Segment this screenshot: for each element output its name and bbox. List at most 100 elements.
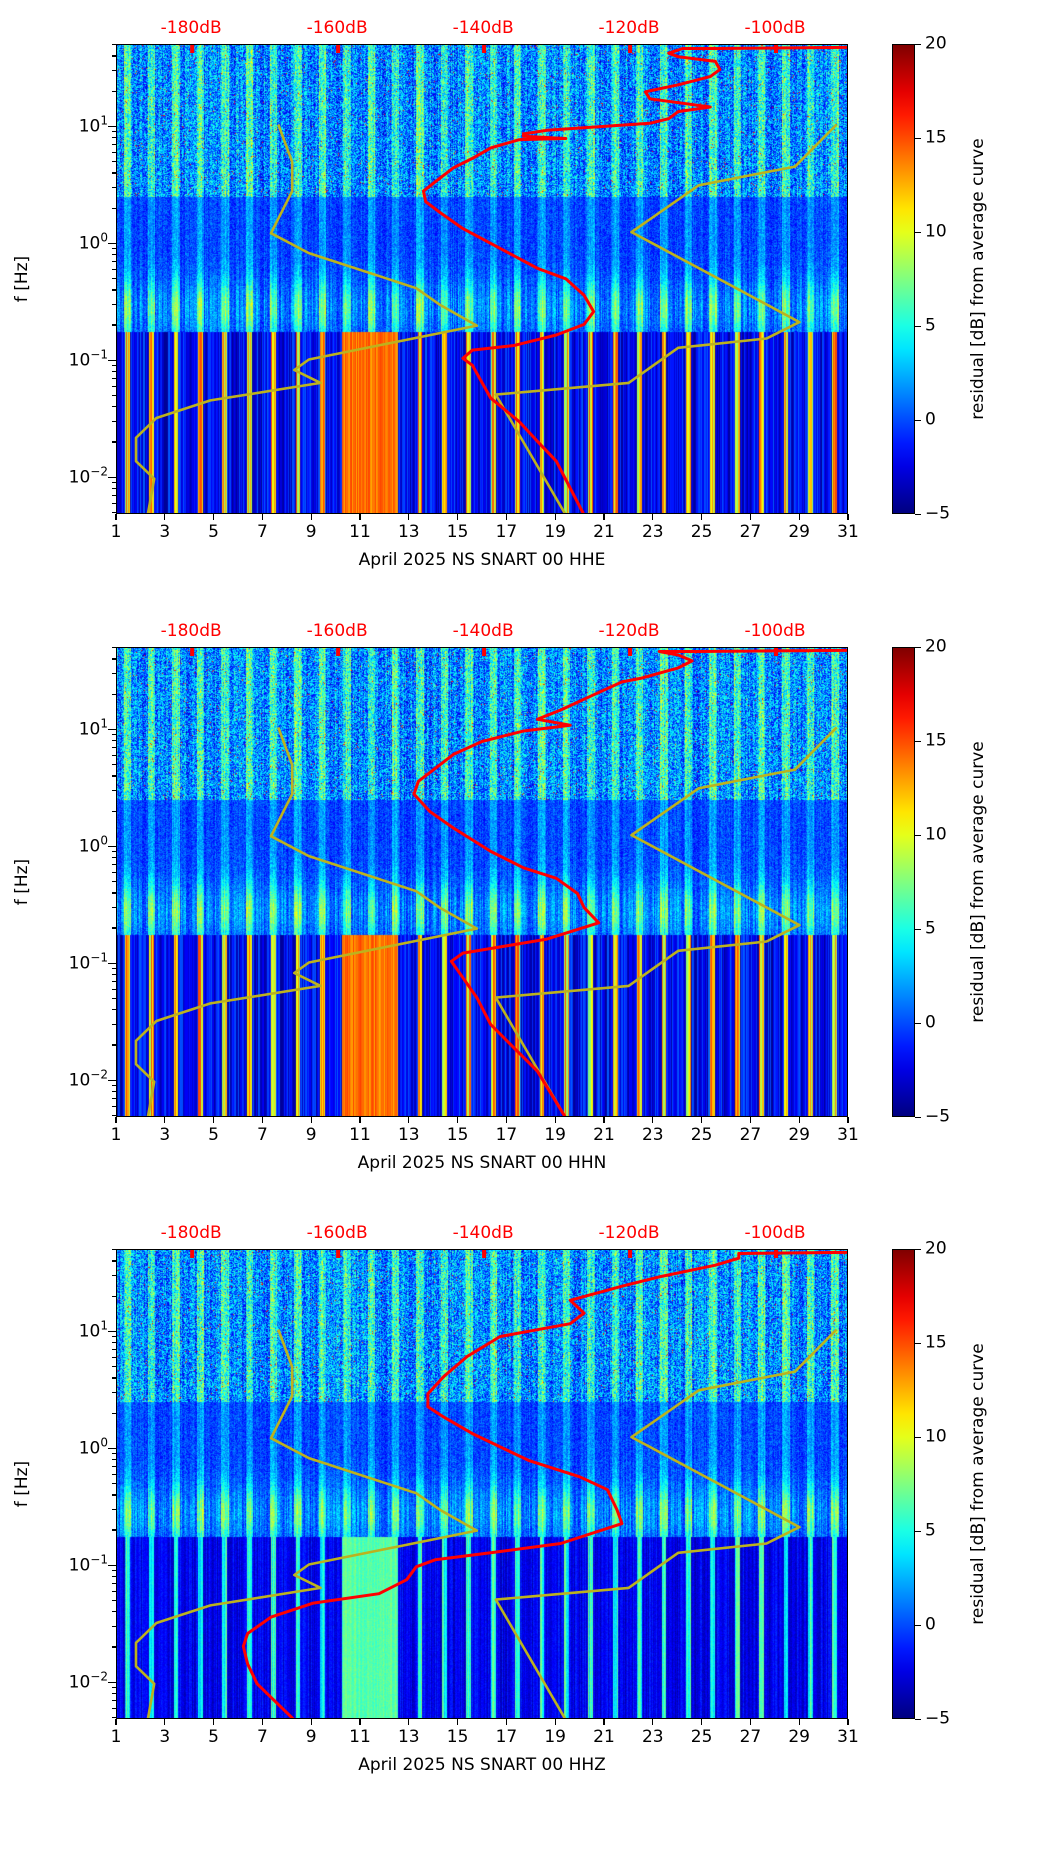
y-tick-mark — [108, 125, 116, 128]
x-tick-mark — [603, 1117, 605, 1123]
y-minor-tick-mark — [112, 502, 116, 504]
colorbar-tick-mark — [915, 1117, 921, 1119]
colorbar-tick-label: 15 — [925, 730, 947, 751]
colorbar-tick-label: 20 — [925, 636, 947, 657]
colorbar-tick-mark — [915, 232, 921, 234]
db-tick-label: -180dB — [160, 621, 222, 641]
y-minor-tick-mark — [112, 1699, 116, 1701]
y-tick-base: 10 — [68, 466, 91, 487]
x-tick-label: 13 — [397, 522, 420, 542]
db-tick-label: -120dB — [598, 18, 660, 38]
db-tick-mark — [482, 1250, 487, 1258]
x-tick-mark — [115, 1719, 117, 1725]
x-tick-label: 9 — [305, 1727, 317, 1747]
x-tick-mark — [310, 1719, 312, 1725]
y-minor-tick-mark — [112, 1576, 116, 1578]
x-tick-label: 19 — [544, 1125, 567, 1145]
spectrogram-plot-area — [116, 647, 848, 1117]
y-minor-tick-mark — [112, 1625, 116, 1628]
x-tick-label: 3 — [159, 1125, 171, 1145]
x-tick-label: 31 — [837, 1727, 859, 1747]
y-minor-tick-mark — [112, 70, 116, 72]
db-tick-mark — [336, 45, 341, 53]
x-tick-mark — [847, 1719, 849, 1725]
x-tick-label: 27 — [739, 522, 762, 542]
y-tick-base: 10 — [78, 836, 101, 857]
x-tick-mark — [164, 514, 166, 520]
colorbar-tick-mark — [915, 1531, 921, 1533]
nhnm-curve — [494, 123, 838, 513]
y-minor-tick-mark — [112, 997, 116, 1000]
y-minor-tick-mark — [112, 90, 116, 92]
nlnm-curve — [134, 1329, 479, 1718]
y-minor-tick-mark — [112, 1356, 116, 1359]
median-psd-curve — [241, 1250, 847, 1718]
colorbar-tick-mark — [915, 835, 921, 837]
y-tick-label: 10−1 — [69, 950, 108, 973]
y-minor-tick-mark — [112, 1105, 116, 1107]
colorbar-tick-label: 15 — [925, 127, 947, 148]
y-tick-exponent: −2 — [90, 1066, 108, 1081]
y-tick-label: 101 — [79, 1318, 108, 1341]
y-tick-label: 101 — [79, 716, 108, 739]
y-minor-tick-mark — [112, 487, 116, 490]
db-tick-label: -100dB — [744, 621, 806, 641]
x-tick-label: 15 — [446, 1727, 469, 1747]
colorbar-tick-label: 5 — [925, 918, 936, 939]
x-tick-label: 1 — [110, 1125, 122, 1145]
x-tick-mark — [847, 1117, 849, 1123]
x-tick-mark — [749, 514, 752, 520]
y-minor-tick-mark — [112, 810, 116, 812]
y-axis-label: f [Hz] — [12, 1460, 32, 1508]
y-minor-tick-mark — [112, 1366, 116, 1368]
x-tick-label: 27 — [739, 1727, 762, 1747]
x-tick-label: 1 — [110, 1727, 122, 1747]
y-minor-tick-mark — [112, 394, 116, 397]
y-minor-tick-mark — [112, 1459, 116, 1461]
y-minor-tick-mark — [112, 980, 116, 983]
y-minor-tick-mark — [112, 420, 116, 423]
y-minor-tick-mark — [112, 289, 116, 291]
db-tick-label: -120dB — [598, 1223, 660, 1243]
db-tick-mark — [336, 648, 341, 656]
y-tick-label: 100 — [79, 230, 108, 253]
y-tick-mark — [108, 728, 116, 731]
y-tick-base: 10 — [68, 953, 91, 974]
y-tick-mark — [108, 242, 116, 245]
y-minor-tick-mark — [112, 974, 116, 976]
colorbar — [892, 1249, 915, 1719]
x-tick-mark — [554, 1117, 556, 1123]
x-tick-label: 1 — [110, 522, 122, 542]
colorbar-tick-label: −5 — [925, 503, 951, 524]
x-axis-label: April 2025 NS SNART 00 HHN — [357, 1153, 607, 1173]
y-tick-base: 10 — [78, 719, 101, 740]
x-tick-label: 3 — [159, 1727, 171, 1747]
curve-overlay — [134, 648, 847, 1116]
colorbar-tick-mark — [915, 420, 921, 422]
y-minor-tick-mark — [112, 1529, 116, 1531]
y-tick-base: 10 — [68, 350, 91, 371]
x-tick-label: 25 — [690, 522, 713, 542]
y-minor-tick-mark — [112, 851, 116, 853]
y-minor-tick-mark — [112, 1336, 116, 1338]
y-minor-tick-mark — [112, 1023, 116, 1026]
colorbar-label: residual [dB] from average curve — [968, 138, 988, 420]
db-tick-label: -180dB — [160, 1223, 222, 1243]
x-tick-label: 11 — [349, 1727, 371, 1747]
y-minor-tick-mark — [112, 44, 116, 46]
y-minor-tick-mark — [112, 324, 116, 326]
y-axis-label: f [Hz] — [12, 255, 32, 303]
y-tick-mark — [108, 1447, 116, 1450]
y-minor-tick-mark — [112, 1412, 116, 1414]
db-tick-mark — [628, 648, 633, 656]
colorbar-tick-label: 20 — [925, 33, 947, 54]
y-minor-tick-mark — [112, 1508, 116, 1511]
y-minor-tick-mark — [112, 1582, 116, 1585]
y-minor-tick-mark — [112, 137, 116, 139]
y-tick-mark — [108, 476, 116, 478]
y-tick-base: 10 — [68, 1069, 91, 1090]
y-axis-label: f [Hz] — [12, 858, 32, 906]
y-minor-tick-mark — [112, 871, 116, 873]
y-minor-tick-mark — [112, 1482, 116, 1485]
x-tick-label: 17 — [495, 522, 518, 542]
